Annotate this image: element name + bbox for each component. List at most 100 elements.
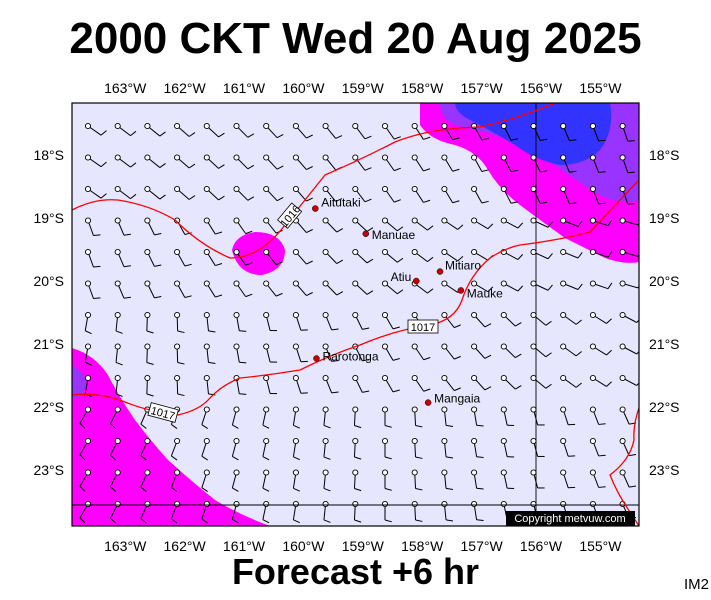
wind-barb xyxy=(263,311,278,332)
lon-tick-label: 156°W xyxy=(520,80,563,96)
lat-tick-label: 20°S xyxy=(649,273,680,289)
wind-barb xyxy=(144,122,166,137)
wind-barb xyxy=(263,248,283,266)
rain-area-southwest-purple xyxy=(72,365,86,398)
wind-barb xyxy=(560,122,577,142)
wind-barb xyxy=(411,374,431,392)
wind-barb xyxy=(352,154,372,171)
wind-barb xyxy=(381,154,401,172)
lat-tick-label: 22°S xyxy=(33,399,64,415)
lat-tick-label: 23°S xyxy=(33,462,64,478)
island-marker: Mauke xyxy=(457,286,503,300)
lat-tick-label: 19°S xyxy=(649,210,680,226)
lon-tick-label: 163°W xyxy=(104,80,147,96)
wind-barb xyxy=(500,311,522,327)
wind-barb xyxy=(233,217,253,235)
wind-barb xyxy=(203,248,223,267)
wind-barb xyxy=(322,217,344,233)
wind-barb xyxy=(174,280,192,298)
wind-barb xyxy=(322,248,344,264)
forecast-label: Forecast +6 hr xyxy=(231,551,480,592)
island-label: Atiu xyxy=(391,270,412,284)
wind-barb xyxy=(471,437,484,459)
grid-lines xyxy=(72,103,639,526)
wind-barb xyxy=(201,406,210,429)
wind-barb xyxy=(381,185,401,203)
wind-barb xyxy=(203,374,216,396)
wind-barb xyxy=(322,280,344,296)
lat-tick-label: 18°S xyxy=(649,147,680,163)
wind-barb xyxy=(292,248,313,265)
wind-barb xyxy=(560,311,582,325)
wind-barb xyxy=(619,469,637,488)
wind-barb xyxy=(233,343,247,364)
wind-barb xyxy=(170,437,181,461)
wind-barb xyxy=(203,311,216,333)
wind-barb xyxy=(84,217,101,237)
wind-barb xyxy=(352,280,374,295)
wind-barb xyxy=(114,185,137,200)
wind-barb xyxy=(233,122,255,138)
wind-barb xyxy=(322,343,339,362)
wind-barb xyxy=(292,406,300,429)
wind-barb xyxy=(79,469,92,492)
wind-barb xyxy=(262,469,270,492)
wind-barb xyxy=(411,248,434,263)
wind-barb xyxy=(560,154,577,173)
wind-barb xyxy=(471,343,492,359)
wind-barb xyxy=(352,406,362,429)
wind-barb xyxy=(560,406,576,426)
wind-barb xyxy=(114,280,131,299)
wind-barb xyxy=(619,185,635,205)
wind-barb xyxy=(441,406,454,428)
rain-area-southwest xyxy=(72,348,270,526)
wind-barb xyxy=(292,469,300,492)
wind-barb xyxy=(560,374,582,388)
lat-tick-label: 20°S xyxy=(33,273,64,289)
wind-barb xyxy=(471,185,489,204)
wind-barb xyxy=(441,122,460,141)
island-label: Aitutaki xyxy=(321,196,360,210)
wind-barb xyxy=(530,122,548,141)
wind-barb xyxy=(322,185,343,202)
wind-barb xyxy=(381,122,401,140)
wind-barb xyxy=(174,374,185,397)
island-marker: Atiu xyxy=(391,270,420,285)
wind-barb xyxy=(589,437,606,457)
wind-barb xyxy=(500,469,515,490)
wind-barb xyxy=(411,469,423,491)
wind-barb xyxy=(231,469,240,492)
islands: Aitutaki Manuae Mitiaro Atiu Mauke Rarotonga M… xyxy=(312,196,503,406)
wind-barb xyxy=(233,311,247,332)
wind-barb xyxy=(201,469,210,492)
image-code: IM2 xyxy=(683,576,709,593)
wind-barb xyxy=(411,406,423,428)
wind-barb xyxy=(411,122,431,140)
wind-barb xyxy=(381,374,400,393)
wind-barb xyxy=(352,185,372,203)
wind-barb xyxy=(203,217,223,235)
wind-barb xyxy=(471,280,494,293)
wind-barb xyxy=(441,343,461,360)
wind-barb xyxy=(84,343,92,366)
wind-barb xyxy=(441,469,454,491)
wind-barb xyxy=(471,311,492,328)
wind-barb xyxy=(292,280,313,297)
lon-tick-label: 161°W xyxy=(223,80,266,96)
wind-barb xyxy=(292,374,308,394)
lon-tick-label: 156°W xyxy=(520,538,563,554)
isobar-1017 xyxy=(72,179,639,416)
wind-barb xyxy=(441,217,464,230)
wind-barb xyxy=(471,154,489,172)
wind-barb xyxy=(109,437,121,461)
wind-barb xyxy=(114,248,131,268)
wind-barb xyxy=(619,374,639,386)
wind-barb xyxy=(471,406,484,427)
wind-barb xyxy=(500,280,524,292)
wind-barb xyxy=(144,343,154,366)
island-label: Mangaia xyxy=(434,392,480,406)
wind-barb xyxy=(441,374,461,392)
lon-tick-label: 162°W xyxy=(164,80,207,96)
wind-barb xyxy=(589,217,613,227)
wind-barb xyxy=(589,311,612,324)
